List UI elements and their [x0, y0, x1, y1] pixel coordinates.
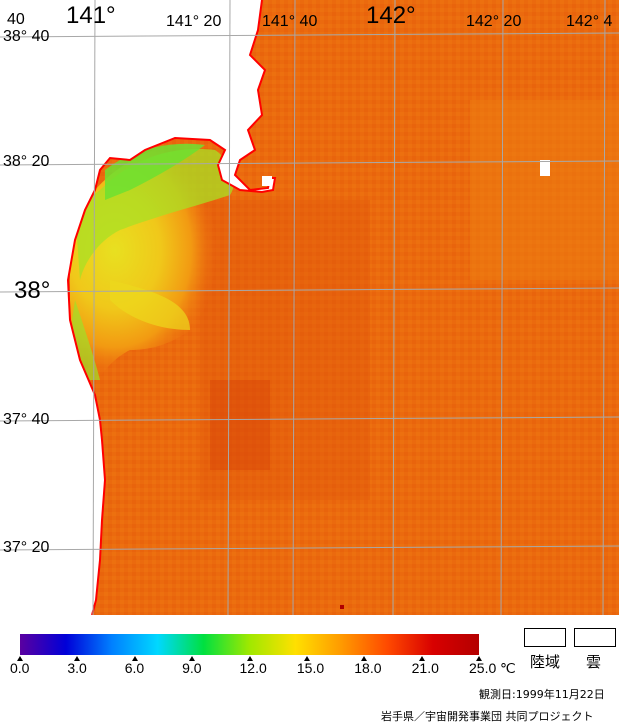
corner-label: 40: [7, 11, 25, 28]
colorbar-tick-mark: [361, 656, 368, 661]
land-area: [0, 0, 275, 615]
lon-label-141-40: 141° 40: [262, 13, 318, 30]
colorbar-tick-label: 3.0: [67, 660, 87, 676]
lon-label-141: 141°: [66, 2, 116, 29]
lat-label-37-40: 37° 40: [3, 411, 50, 428]
lon-label-142: 142°: [366, 2, 416, 29]
sea-surface-temperature-map: [0, 0, 619, 615]
colorbar-tick-label: 25.0: [469, 660, 497, 676]
colorbar-tick-label: 15.0: [296, 660, 325, 676]
cloud-legend-label: 雲: [586, 653, 602, 671]
lat-label-38-40: 38° 40: [3, 28, 50, 45]
graticule: [0, 0, 619, 615]
lon-label-142-40: 142° 4: [566, 13, 613, 30]
colorbar-tick-mark: [17, 656, 23, 661]
cloud-patch: [262, 176, 272, 186]
colorbar-tick-label: 12.0: [239, 660, 267, 676]
colorbar-tick-label: 0.0: [10, 660, 30, 676]
colorbar-tick-mark: [246, 656, 253, 661]
colorbar-tick-label: 18.0: [354, 660, 382, 676]
credit-line: 岩手県／宇宙開発事業団 共同プロジェクト: [381, 710, 594, 723]
colorbar-tick-label: 6.0: [124, 660, 145, 676]
coastline: [66, 0, 277, 615]
temperature-colorbar: [20, 634, 479, 655]
colorbar-tick-mark: [303, 656, 310, 661]
land-swatch: [524, 628, 566, 647]
colorbar-tick-mark: [74, 656, 81, 661]
lon-label-142-20: 142° 20: [466, 13, 522, 30]
buoy-marker: [340, 605, 344, 609]
cloud-patch: [540, 160, 550, 176]
colorbar-tick-mark: [189, 656, 196, 661]
colorbar-tick-mark: [418, 656, 425, 661]
colorbar-tick-mark: [131, 656, 138, 661]
observation-date: 観測日:1999年11月22日: [479, 688, 605, 701]
lat-label-37-20: 37° 20: [3, 539, 50, 556]
lon-label-141-20: 141° 20: [166, 13, 222, 30]
land-legend-label: 陸域: [530, 653, 561, 671]
lat-label-38: 38°: [14, 277, 51, 304]
colorbar-tick-mark: [476, 656, 482, 661]
colorbar-unit: ℃: [500, 660, 516, 676]
colorbar-tick-label: 9.0: [182, 660, 202, 676]
cloud-swatch: [574, 628, 616, 647]
colorbar-tick-label: 21.0: [411, 660, 439, 676]
lat-label-38-20: 38° 20: [3, 153, 50, 170]
